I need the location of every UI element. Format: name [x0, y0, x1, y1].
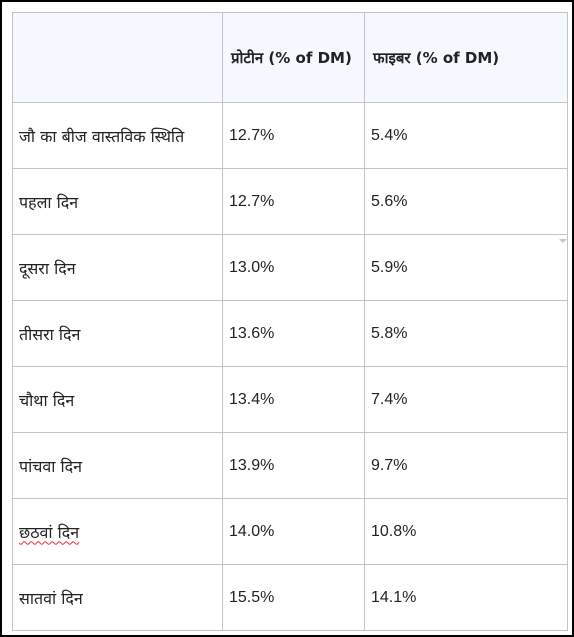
row-label: पांचवा दिन [12, 432, 223, 499]
row-label: छठवां दिन [12, 498, 223, 565]
row-label: पहला दिन [12, 168, 223, 235]
fiber-value: 14.1% [364, 564, 568, 631]
table-row: जौ का बीज वास्तविक स्थिति 12.7% 5.4% [12, 102, 568, 169]
table-row: पांचवा दिन 13.9% 9.7% [12, 432, 568, 499]
row-label: चौथा दिन [12, 366, 223, 433]
chevron-down-icon[interactable] [559, 239, 567, 243]
table-row: सातवां दिन 15.5% 14.1% [12, 564, 568, 631]
protein-value: 14.0% [222, 498, 365, 565]
table-row: पहला दिन 12.7% 5.6% [12, 168, 568, 235]
table-row: छठवां दिन 14.0% 10.8% [12, 498, 568, 565]
fiber-value: 10.8% [364, 498, 568, 565]
protein-value: 13.0% [222, 234, 365, 301]
spellcheck-word: छठवां दिन [19, 522, 80, 542]
table-row: दूसरा दिन 13.0% 5.9% [12, 234, 568, 301]
header-cell-fiber: फाइबर (% of DM) [364, 12, 568, 103]
fiber-value: 5.4% [364, 102, 568, 169]
row-label: दूसरा दिन [12, 234, 223, 301]
protein-value: 15.5% [222, 564, 365, 631]
protein-value: 13.6% [222, 300, 365, 367]
fiber-value: 5.9% [364, 234, 568, 301]
table-row: चौथा दिन 13.4% 7.4% [12, 366, 568, 433]
fiber-value: 9.7% [364, 432, 568, 499]
protein-value: 13.4% [222, 366, 365, 433]
fiber-value: 5.6% [364, 168, 568, 235]
protein-value: 12.7% [222, 102, 365, 169]
header-cell-empty [12, 12, 223, 103]
row-label: तीसरा दिन [12, 300, 223, 367]
fiber-value: 7.4% [364, 366, 568, 433]
header-protein-label: प्रोटीन (% of DM) [231, 48, 352, 67]
protein-value: 12.7% [222, 168, 365, 235]
header-cell-protein: प्रोटीन (% of DM) [222, 12, 365, 103]
data-table: प्रोटीन (% of DM) फाइबर (% of DM) जौ का … [12, 12, 568, 631]
table-row: तीसरा दिन 13.6% 5.8% [12, 300, 568, 367]
fiber-value: 5.8% [364, 300, 568, 367]
row-label: जौ का बीज वास्तविक स्थिति [12, 102, 223, 169]
protein-value: 13.9% [222, 432, 365, 499]
table-header-row: प्रोटीन (% of DM) फाइबर (% of DM) [12, 12, 568, 103]
header-fiber-label: फाइबर (% of DM) [373, 48, 500, 67]
row-label: सातवां दिन [12, 564, 223, 631]
